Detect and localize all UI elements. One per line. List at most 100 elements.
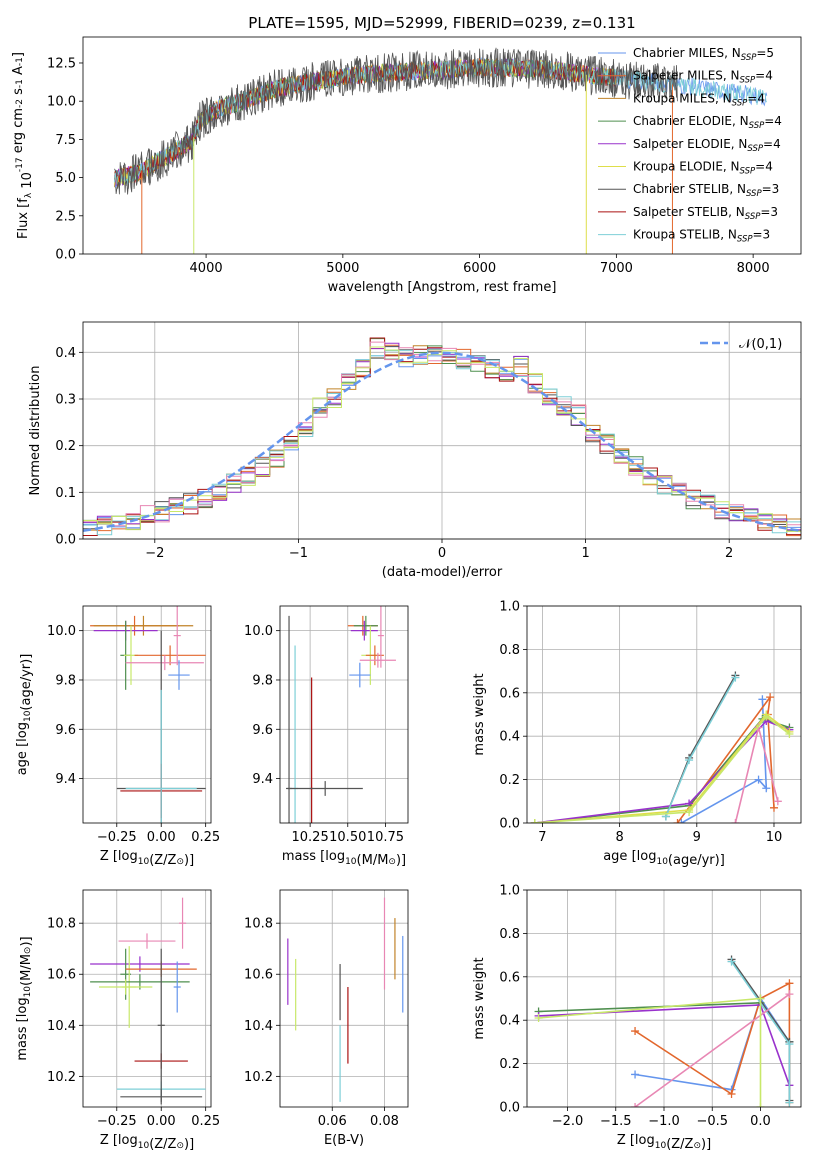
legend: Chabrier MILES, NSSP=5 Salpeter MILES, NS… — [598, 46, 782, 245]
x-tick-label: 0.25 — [191, 1114, 220, 1129]
y-tick-label: 0.3 — [55, 393, 76, 408]
axes-residuals: −2 −1 0 1 2 0.0 0.1 0.2 0.3 0.4 (data-model)/error… — [28, 321, 802, 580]
mass-weight-marker — [731, 673, 740, 682]
x-tick-label: −2.0 — [552, 1114, 584, 1129]
spectrum-series-line — [114, 47, 678, 195]
y-tick-label: 10.8 — [244, 917, 273, 932]
mass-weight-line — [676, 696, 775, 823]
x-tick-label: 8 — [615, 830, 623, 845]
y-tick-label: 0.4 — [499, 1014, 520, 1029]
y-tick-label: 9.6 — [252, 723, 273, 738]
mass-weight-marker — [631, 1027, 640, 1036]
legend-entry: Salpeter ELODIE, NSSP=4 — [633, 137, 781, 154]
y-tick-label: 10.6 — [244, 968, 273, 983]
mass-weight-marker — [677, 819, 686, 823]
y-tick-label: 10.0 — [47, 95, 76, 110]
x-tick-label: 6000 — [463, 261, 496, 276]
mass-weight-marker — [754, 775, 763, 784]
legend-entry: Kroupa MILES, NSSP=4 — [633, 91, 765, 108]
legend-entry: Kroupa ELODIE, NSSP=4 — [633, 160, 773, 177]
y-tick-label: 9.8 — [55, 673, 76, 688]
axes-frame — [82, 36, 802, 255]
x-tick-label: 9 — [693, 830, 701, 845]
plot-area — [83, 337, 801, 537]
plot-area — [90, 897, 206, 1105]
plot-area — [534, 955, 794, 1107]
y-tick-label: 10.0 — [47, 624, 76, 639]
x-tick-label: 10 — [766, 830, 783, 845]
y-tick-label: 1.0 — [499, 884, 520, 899]
mass-weight-marker — [762, 712, 771, 721]
y-tick-label: 0.2 — [499, 1057, 520, 1072]
x-tick-label: 7 — [538, 830, 546, 845]
mass-weight-marker — [756, 994, 765, 1003]
x-tick-label: −0.25 — [97, 830, 137, 845]
y-axis-label: mass weight — [472, 673, 487, 755]
legend-entry: Chabrier ELODIE, NSSP=4 — [633, 114, 782, 131]
y-tick-label: 0.0 — [55, 533, 76, 548]
plot-area — [287, 897, 404, 1102]
y-tick-label: 12.5 — [47, 56, 76, 71]
y-tick-label: 0.8 — [499, 927, 520, 942]
y-tick-label: 0.0 — [499, 1101, 520, 1116]
axes-frame — [82, 889, 212, 1108]
plot-area — [286, 606, 396, 823]
axes-frame — [82, 605, 212, 824]
x-axis-label: mass [log10(M/M⊙)] — [282, 849, 406, 868]
x-axis-label: E(B-V) — [324, 1133, 364, 1148]
mass-weight-line — [534, 715, 790, 823]
x-tick-label: 0.00 — [147, 1114, 176, 1129]
x-tick-label: 4000 — [190, 261, 223, 276]
mass-weight-marker — [685, 808, 694, 817]
plot-area — [530, 671, 794, 823]
legend-entry: 𝒩(0,1) — [739, 337, 782, 352]
axes-frame — [279, 605, 409, 824]
x-axis-label: Z [log10(Z/Z⊙)] — [100, 849, 194, 868]
plot-area — [114, 47, 768, 254]
x-tick-label: −2 — [145, 546, 164, 561]
x-tick-label: 0.00 — [147, 830, 176, 845]
mass-weight-marker — [631, 1103, 640, 1107]
mass-weight-marker — [530, 819, 539, 823]
mass-weight-marker — [785, 1098, 794, 1107]
x-tick-label: 10.75 — [367, 830, 404, 845]
y-tick-label: 0.2 — [55, 439, 76, 454]
legend-entry: Chabrier MILES, NSSP=5 — [633, 46, 774, 63]
y-tick-label: 5.0 — [55, 171, 76, 186]
axes-frame — [279, 889, 409, 1108]
x-tick-label: 2 — [725, 546, 733, 561]
x-tick-label: 0.0 — [750, 1114, 771, 1129]
mass-weight-marker — [727, 957, 736, 966]
y-axis-label: mass [log10(M/M⊙)] — [15, 936, 34, 1060]
axes-massweight-vs-age: 7 8 9 10 0.0 0.2 0.4 0.6 0.8 1.0 age [log10(age/yr… — [472, 600, 802, 868]
mass-weight-marker — [785, 1040, 794, 1049]
mass-weight-line — [734, 727, 779, 823]
y-tick-label: 0.6 — [499, 970, 520, 985]
x-tick-label: 10.50 — [329, 830, 366, 845]
y-tick-label: 10.2 — [244, 1070, 273, 1085]
y-tick-label: 10.0 — [244, 624, 273, 639]
y-tick-label: 0.6 — [499, 686, 520, 701]
legend-entry: Kroupa STELIB, NSSP=3 — [633, 228, 770, 245]
x-tick-label: 10.25 — [292, 830, 329, 845]
y-tick-label: 10.8 — [47, 917, 76, 932]
mass-weight-marker — [534, 1014, 543, 1023]
x-tick-label: 8000 — [737, 261, 770, 276]
axes-age-vs-Z: −0.25 0.00 0.25 9.4 9.6 9.8 10.0 Z [log10(Z/Z⊙)… — [15, 605, 220, 868]
page-title: PLATE=1595, MJD=52999, FIBERID=0239, z=0… — [248, 14, 635, 32]
mass-weight-line — [681, 699, 768, 823]
mass-weight-line — [634, 993, 790, 1107]
y-tick-label: 0.4 — [55, 346, 76, 361]
mass-weight-marker — [631, 1070, 640, 1079]
x-axis-label: wavelength [Angstrom, rest frame] — [328, 280, 557, 295]
x-axis-label: (data-model)/error — [382, 565, 503, 580]
gaussian-curve — [83, 351, 801, 533]
y-axis-label: Normed distribution — [28, 366, 43, 496]
y-tick-label: 1.0 — [499, 600, 520, 615]
mass-weight-marker — [785, 730, 794, 739]
plot-area — [90, 606, 206, 823]
x-axis-label: Z [log10(Z/Z⊙)] — [100, 1133, 194, 1152]
y-tick-label: 0.0 — [55, 248, 76, 263]
y-axis-label: age [log10(age/yr)] — [15, 654, 34, 776]
